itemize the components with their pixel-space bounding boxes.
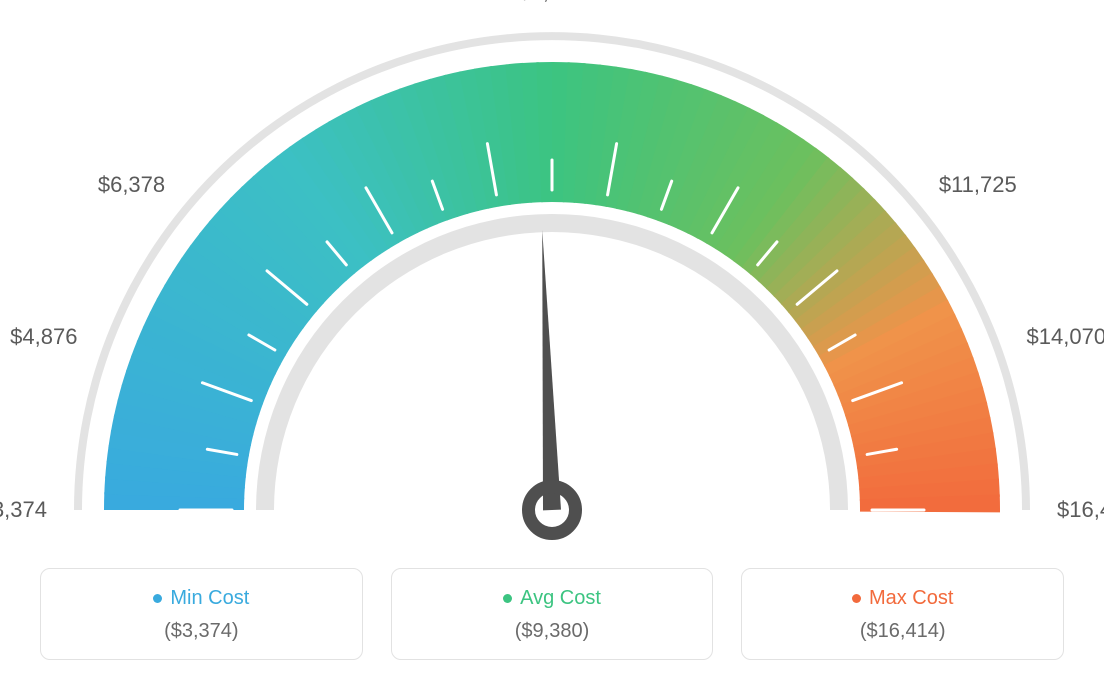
gauge-chart: $3,374 $4,876 $6,378 $9,380 $11,725 $14,070 $1… [0,0,1104,560]
max-cost-card: Max Cost ($16,414) [741,568,1064,660]
gauge-tick-label: $14,070 [1027,324,1104,350]
avg-cost-title: Avg Cost [503,587,601,610]
min-cost-title-text: Min Cost [170,587,249,610]
summary-cards: Min Cost ($3,374) Avg Cost ($9,380) Max … [40,568,1064,660]
gauge-svg [52,20,1052,560]
avg-cost-card: Avg Cost ($9,380) [391,568,714,660]
avg-cost-value: ($9,380) [402,620,703,643]
avg-cost-title-text: Avg Cost [520,587,601,610]
max-dot-icon [852,594,861,603]
max-cost-title-text: Max Cost [869,587,953,610]
gauge-tick-label: $11,725 [939,172,1017,198]
max-cost-value: ($16,414) [752,620,1053,643]
avg-dot-icon [503,594,512,603]
min-cost-value: ($3,374) [51,620,352,643]
gauge-tick-label: $4,876 [10,324,77,350]
min-cost-card: Min Cost ($3,374) [40,568,363,660]
max-cost-title: Max Cost [852,587,953,610]
gauge-tick-label: $16,414 [1057,497,1104,523]
gauge-tick-label: $3,374 [0,497,47,523]
min-cost-title: Min Cost [153,587,249,610]
min-dot-icon [153,594,162,603]
gauge-tick-label: $9,380 [518,0,585,5]
gauge-tick-label: $6,378 [98,172,165,198]
